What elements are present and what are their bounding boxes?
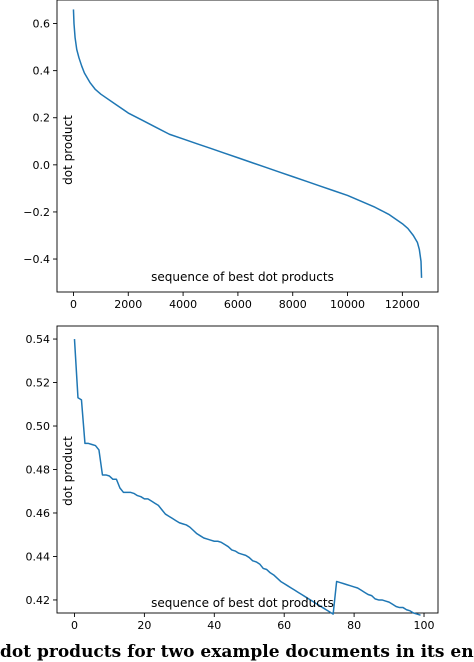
chart2-xtick-label: 0: [71, 619, 78, 632]
chart1-xtick-label: 6000: [224, 298, 252, 311]
chart2-ytick-label: 0.42: [26, 594, 51, 607]
chart1-series-line: [72, 9, 423, 278]
chart2-ytick-label: 0.48: [26, 464, 51, 477]
chart2-xlabel: sequence of best dot products: [151, 596, 334, 610]
chart1-ytick-label: −0.4: [23, 253, 50, 266]
chart1-frame: [56, 0, 439, 293]
chart2-ytick-label: 0.50: [26, 420, 51, 433]
chart1-ytick-label: −0.2: [23, 206, 50, 219]
chart1-xtick-label: 0: [70, 298, 77, 311]
chart1-ytick-label: 0.4: [33, 65, 51, 78]
chart2-series-line: [73, 339, 421, 616]
chart1-ytick-label: 0.0: [33, 159, 51, 172]
chart2-ytick-label: 0.46: [26, 507, 51, 520]
chart2-xtick-label: 100: [414, 619, 435, 632]
chart1-ytick-label: 0.6: [33, 18, 51, 31]
chart1-xlabel: sequence of best dot products: [151, 270, 334, 284]
chart1-ytick-label: 0.2: [33, 112, 51, 125]
figure: 0 2000 4000 6000 8000 10000 12000 −0.4 −0.2 0.0 0.…: [23, 0, 439, 632]
chart2-ytick-label: 0.52: [26, 377, 51, 390]
chart2-xtick-label: 40: [207, 619, 221, 632]
chart1-xtick-label: 8000: [279, 298, 307, 311]
chart2-ylabel: dot product: [61, 436, 75, 506]
chart1-xtick-label: 10000: [330, 298, 365, 311]
chart1-xtick-label: 12000: [385, 298, 420, 311]
chart2-frame: [56, 325, 439, 614]
chart1-xtick-label: 2000: [114, 298, 142, 311]
figure-caption: dot products for two example documents i…: [0, 642, 474, 662]
chart2-xtick-label: 20: [137, 619, 151, 632]
chart1-ylabel: dot product: [61, 115, 75, 185]
chart1-xtick-label: 4000: [169, 298, 197, 311]
chart2-xtick-label: 60: [277, 619, 291, 632]
chart2-ytick-label: 0.54: [26, 333, 51, 346]
chart2-ytick-label: 0.44: [26, 550, 51, 563]
chart2-xtick-label: 80: [347, 619, 361, 632]
